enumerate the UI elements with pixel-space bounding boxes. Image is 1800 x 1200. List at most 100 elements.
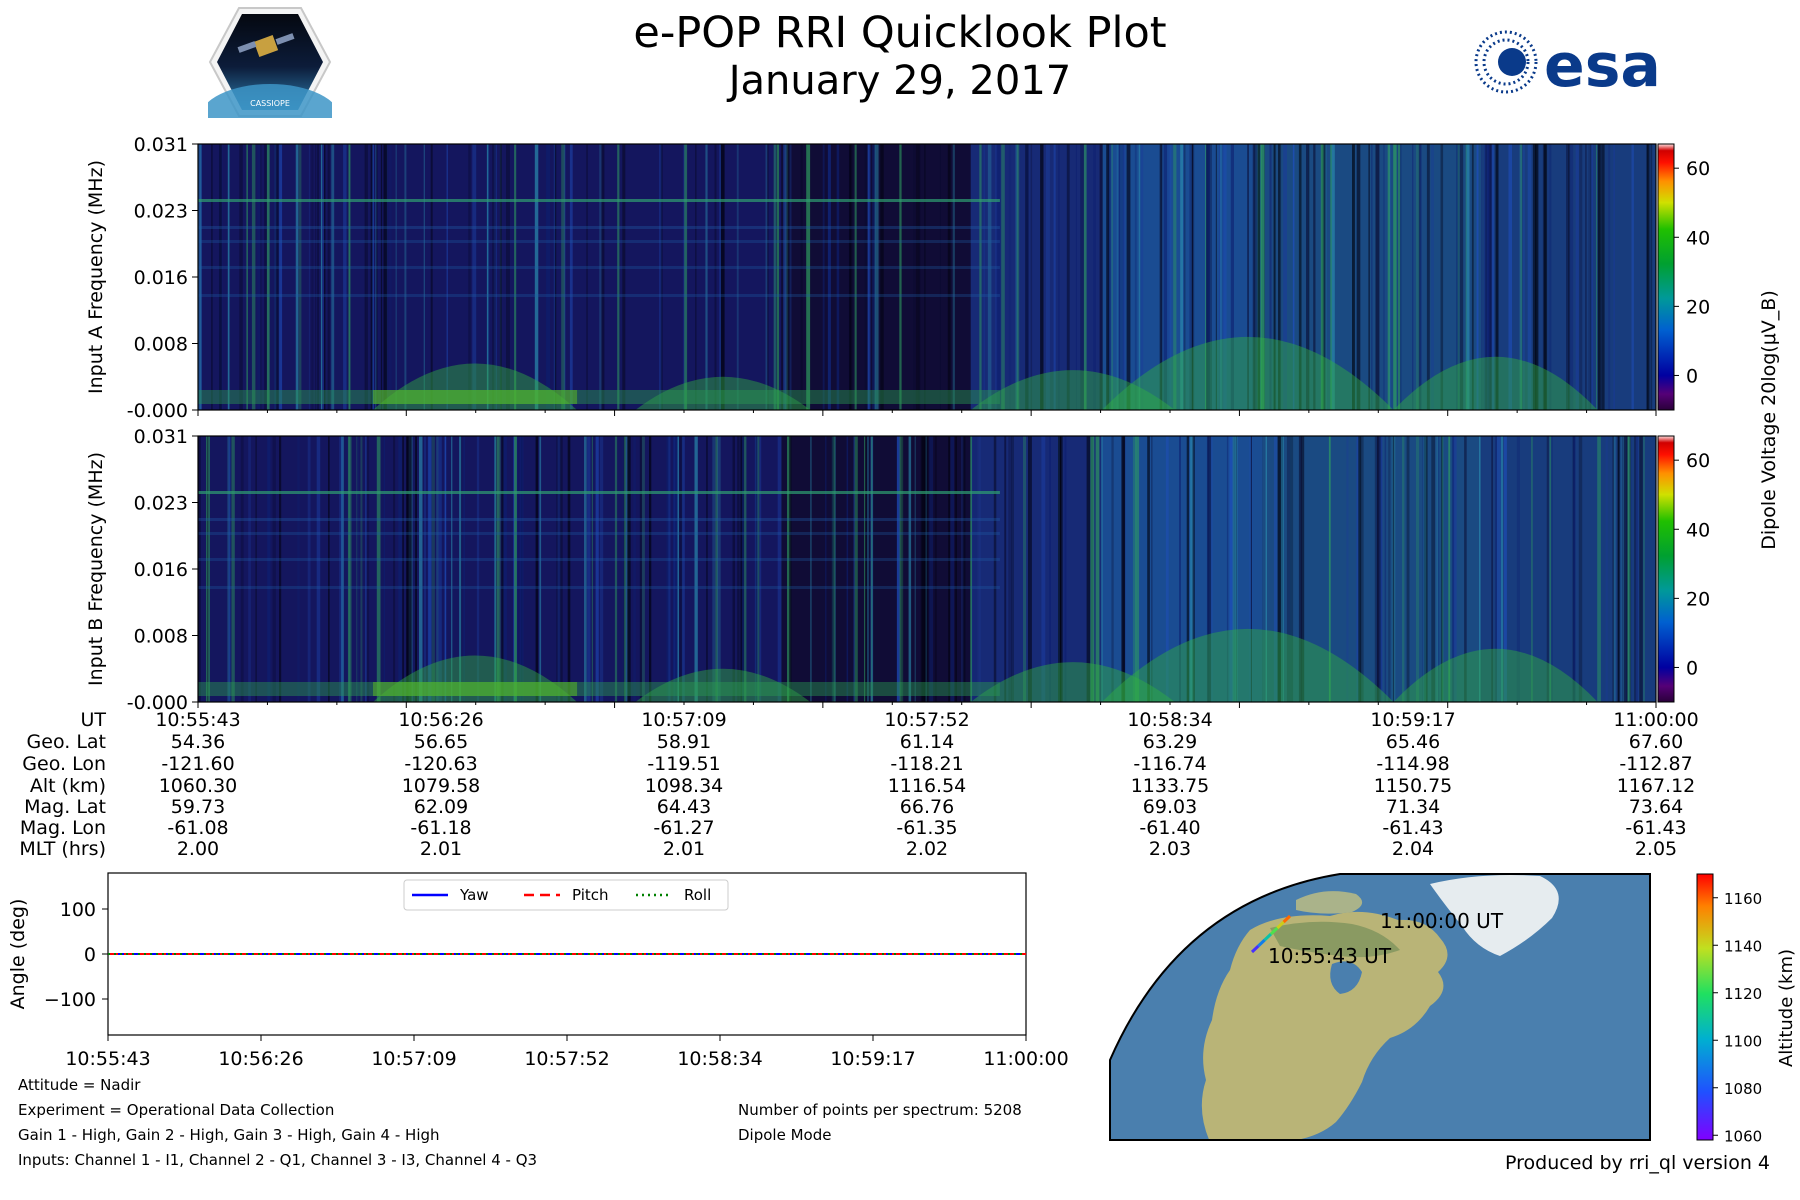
spectrogram-streak xyxy=(1635,436,1639,702)
spectrogram-streak xyxy=(267,436,271,702)
spectrogram-streak xyxy=(1393,144,1397,410)
attitude-y-tick-label: −100 xyxy=(44,989,96,1011)
spectrogram-streak xyxy=(463,436,465,702)
spectrogram-streak xyxy=(1206,436,1210,702)
spectrogram-streak xyxy=(557,436,561,702)
spectrogram-streak xyxy=(1190,144,1195,410)
spectrogram-streak xyxy=(1040,144,1044,410)
ephemeris-cell: -61.27 xyxy=(653,817,714,839)
spectrogram-streak xyxy=(836,144,840,410)
spectrogram-streak xyxy=(1298,144,1302,410)
spectrogram-streak xyxy=(1566,144,1570,410)
spectrogram-streak xyxy=(272,436,276,702)
spectrogram-streak xyxy=(569,144,573,410)
spectrogram-streak xyxy=(1548,144,1550,410)
spectrogram-streak xyxy=(364,144,366,410)
spectrogram-streak xyxy=(622,436,626,702)
spectrogram-streak xyxy=(1025,144,1029,410)
spectrogram-streak xyxy=(833,436,836,702)
spectrogram-streak xyxy=(1028,436,1032,702)
spectrogram-streak xyxy=(831,436,835,702)
spectrogram-streak xyxy=(789,144,792,410)
ephemeris-cell: -61.40 xyxy=(1139,817,1200,839)
spectrogram-streak xyxy=(1452,436,1455,702)
spectrogram-streak xyxy=(1132,436,1137,702)
spectrogram-streak xyxy=(1159,144,1162,410)
spectrogram-streak xyxy=(742,436,745,702)
spectrogram-streak xyxy=(853,436,855,702)
arctic-islands xyxy=(1296,891,1363,914)
interference-line xyxy=(198,294,1000,297)
spectrogram-streak xyxy=(950,436,955,702)
spectrogram-streak xyxy=(1357,436,1362,702)
spectrogram-streak xyxy=(1101,436,1103,702)
ephemeris-cell: 1133.75 xyxy=(1131,775,1210,797)
spectrogram-streak xyxy=(706,436,708,702)
colorbar-tick-label: 20 xyxy=(1686,296,1710,318)
spectrogram-streak xyxy=(1384,436,1387,702)
esa-logo: esa xyxy=(1474,30,1661,100)
spectrogram-streak xyxy=(198,436,201,702)
ephemeris-cell: 2.03 xyxy=(1149,838,1191,860)
spectrogram-streak xyxy=(1189,144,1192,410)
spectrogram-streak xyxy=(1011,436,1014,702)
spectrogram-streak xyxy=(1578,436,1583,702)
ephemeris-cell: 10:59:17 xyxy=(1370,709,1455,731)
spectrogram-streak xyxy=(1230,144,1234,410)
spectrogram-streak xyxy=(666,436,670,702)
ephemeris-cell: -112.87 xyxy=(1619,753,1692,775)
spectrogram-streak xyxy=(1466,144,1470,410)
spectrogram-streak xyxy=(1169,144,1172,410)
page-date: January 29, 2017 xyxy=(728,58,1072,104)
spectrogram-streak xyxy=(1064,436,1067,702)
spectrogram-streak xyxy=(228,436,231,702)
spectrogram-streak xyxy=(320,144,323,410)
spectrogram-streak xyxy=(219,144,222,410)
spectrogram-streak xyxy=(1277,436,1282,702)
y-tick-label: -0.000 xyxy=(127,400,188,422)
spectrogram-streak xyxy=(1532,144,1537,410)
spectrogram-streak xyxy=(1569,144,1574,410)
spectrogram-streak xyxy=(1647,144,1650,410)
spectrogram-streak xyxy=(317,144,319,410)
altitude-tick-label: 1120 xyxy=(1724,985,1762,1003)
spectrogram-streak xyxy=(1487,144,1492,410)
ephemeris-row-label: Geo. Lat xyxy=(27,731,106,753)
spectrogram-streak xyxy=(1330,144,1332,410)
spectrogram-streak xyxy=(278,144,280,410)
spectrogram-streak xyxy=(1392,436,1395,702)
spectrogram-streak xyxy=(659,144,662,410)
spectrogram-streak xyxy=(311,144,314,410)
altitude-tick-label: 1100 xyxy=(1724,1032,1762,1050)
ephemeris-cell: 1167.12 xyxy=(1617,775,1696,797)
spectrogram-streak xyxy=(765,144,768,410)
spectrogram-streak xyxy=(681,436,685,702)
spectrogram-streak xyxy=(705,144,708,410)
spectrogram-streak xyxy=(438,436,442,702)
spectrogram-streak xyxy=(1620,436,1623,702)
spectrogram-streak xyxy=(278,144,283,410)
spectrogram-enhancement xyxy=(635,376,811,410)
spectrogram-streak xyxy=(1387,144,1391,410)
spectrogram-streak xyxy=(427,436,430,702)
spectrogram-streak xyxy=(1320,144,1324,410)
spectrogram-streak xyxy=(1567,144,1571,410)
ephemeris-cell: 2.04 xyxy=(1392,838,1434,860)
spectrogram-streak xyxy=(854,144,857,410)
attitude-x-tick-label: 10:57:52 xyxy=(524,1048,609,1070)
spectrogram-streak xyxy=(451,436,453,702)
altitude-colorbar-ticks: 1160 1140 1120 1100 1080 1060 xyxy=(1713,890,1762,1145)
map-boundary xyxy=(1109,873,1651,1141)
spectrogram-streak xyxy=(1041,436,1046,702)
spectrogram-streak xyxy=(896,436,898,702)
spectrogram-enhancement xyxy=(635,668,811,702)
interference-line xyxy=(198,518,1000,521)
ephemeris-row-label: Geo. Lon xyxy=(22,753,106,775)
spectrogram-streak xyxy=(514,436,517,702)
spectrogram-streak xyxy=(1265,436,1267,702)
spectrogram-streak xyxy=(867,436,869,702)
spectrogram-streak xyxy=(407,436,412,702)
spectrogram-streak xyxy=(586,144,588,410)
spectrogram-streak xyxy=(673,436,676,702)
spectrogram-streak xyxy=(328,436,330,702)
